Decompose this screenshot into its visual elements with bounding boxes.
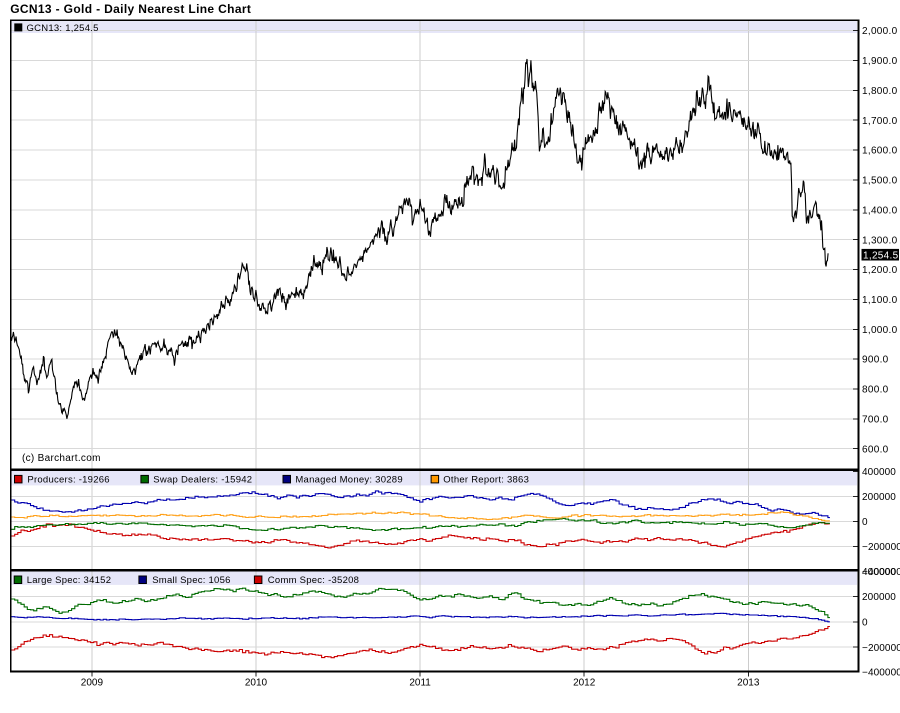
svg-text:700.0: 700.0 [862,415,889,426]
svg-text:−400000: −400000 [862,567,900,578]
svg-text:GCN13 - Gold - Daily Nearest L: GCN13 - Gold - Daily Nearest Line Chart [10,2,251,16]
svg-text:0: 0 [862,517,868,528]
svg-text:200000: 200000 [862,492,896,503]
svg-text:2012: 2012 [573,677,596,688]
svg-text:−200000: −200000 [862,643,900,654]
svg-text:(c) Barchart.com: (c) Barchart.com [22,453,101,464]
svg-text:400000: 400000 [862,467,896,478]
svg-text:2010: 2010 [245,677,268,688]
svg-text:800.0: 800.0 [862,385,889,396]
svg-text:1,100.0: 1,100.0 [862,295,898,306]
svg-text:400000: 400000 [862,567,896,578]
svg-text:1,600.0: 1,600.0 [862,146,898,157]
svg-text:1,400.0: 1,400.0 [862,205,898,216]
svg-text:2011: 2011 [409,677,431,688]
svg-text:Large Spec: 34152: Large Spec: 34152 [27,575,112,586]
svg-text:0: 0 [862,618,868,629]
svg-text:600.0: 600.0 [862,444,889,455]
svg-text:900.0: 900.0 [862,355,889,366]
svg-text:2013: 2013 [737,677,760,688]
svg-text:1,900.0: 1,900.0 [862,56,898,67]
svg-text:1,300.0: 1,300.0 [862,235,898,246]
svg-text:200000: 200000 [862,592,896,603]
svg-text:1,000.0: 1,000.0 [862,325,898,336]
svg-text:GCN13: 1,254.5: GCN13: 1,254.5 [27,23,99,34]
svg-text:1,800.0: 1,800.0 [862,86,898,97]
svg-text:Other Report: 3863: Other Report: 3863 [443,474,529,485]
svg-text:Small Spec: 1056: Small Spec: 1056 [152,575,230,586]
svg-text:1,254.5: 1,254.5 [863,250,899,261]
svg-text:Swap Dealers: -15942: Swap Dealers: -15942 [153,474,252,485]
svg-text:1,200.0: 1,200.0 [862,265,898,276]
svg-text:1,700.0: 1,700.0 [862,116,898,127]
svg-text:2,000.0: 2,000.0 [862,26,898,37]
svg-text:Managed Money: 30289: Managed Money: 30289 [295,474,402,485]
svg-text:−200000: −200000 [862,542,900,553]
svg-text:Producers: -19266: Producers: -19266 [27,474,109,485]
svg-text:2009: 2009 [81,677,104,688]
svg-text:Comm Spec: -35208: Comm Spec: -35208 [268,575,359,586]
svg-text:1,500.0: 1,500.0 [862,176,898,187]
svg-text:−400000: −400000 [862,668,900,679]
